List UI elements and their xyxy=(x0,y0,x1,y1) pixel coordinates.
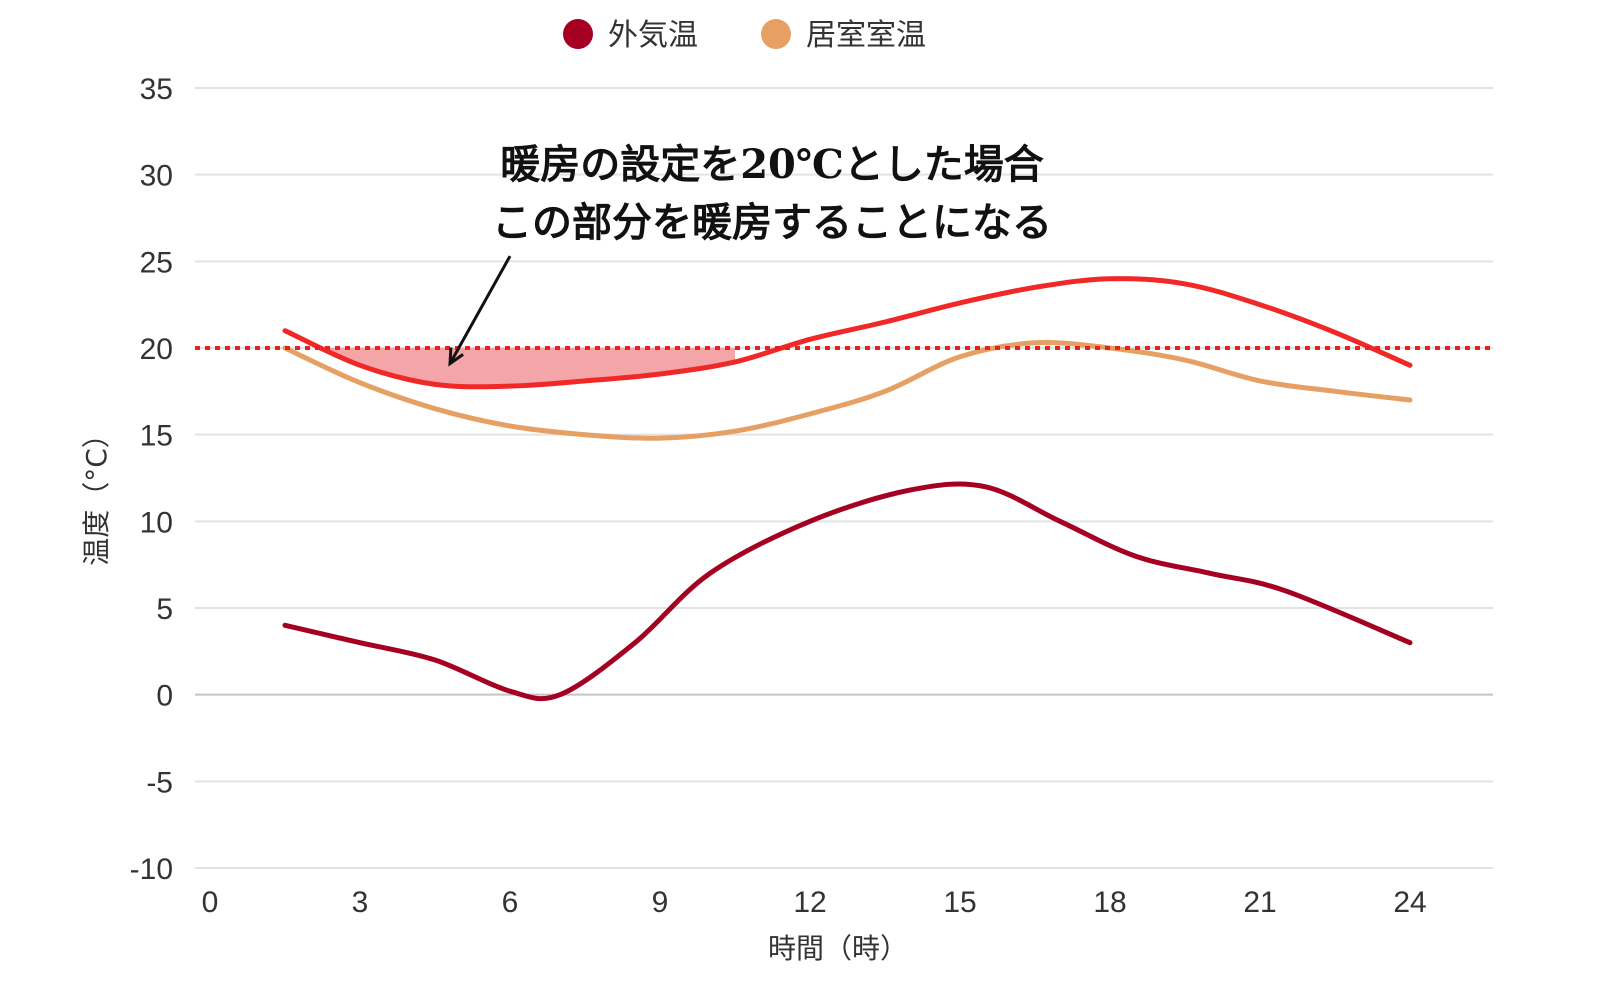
annotation-arrow-head xyxy=(448,347,464,367)
y-tick-label: 0 xyxy=(156,680,173,713)
x-axis-title: 時間（時） xyxy=(768,932,908,965)
y-tick-label: 10 xyxy=(140,506,173,539)
heating-shaded-area xyxy=(310,348,735,386)
annotation-line-2: この部分を暖房することになる xyxy=(492,199,1052,246)
annotation-line-1: 暖房の設定を20℃とした場合 xyxy=(500,141,1044,188)
y-tick-label: -5 xyxy=(146,766,173,799)
y-tick-labels: 35 30 25 20 15 10 5 0 -5 -10 xyxy=(130,73,173,886)
x-tick-label: 18 xyxy=(1093,886,1126,919)
y-tick-label: 35 xyxy=(140,73,173,106)
legend-label-0: 外気温 xyxy=(608,18,698,53)
y-tick-label: -10 xyxy=(130,853,173,886)
x-tick-label: 21 xyxy=(1243,886,1276,919)
series-line-0 xyxy=(282,481,1413,702)
y-tick-label: 5 xyxy=(156,593,173,626)
legend-marker-1 xyxy=(761,19,791,49)
legend-marker-0 xyxy=(563,19,593,49)
y-axis-title: 温度（°C） xyxy=(80,420,113,566)
annotation-arrow xyxy=(448,255,512,365)
x-tick-label: 9 xyxy=(652,886,669,919)
annotation: 暖房の設定を20℃とした場合 この部分を暖房することになる xyxy=(448,141,1052,367)
x-tick-label: 3 xyxy=(352,886,369,919)
y-tick-label: 20 xyxy=(140,333,173,366)
x-tick-label: 24 xyxy=(1393,886,1426,919)
series-line-2 xyxy=(282,276,1413,390)
legend: 外気温 居室室温 xyxy=(563,18,926,53)
y-tick-label: 30 xyxy=(140,160,173,193)
x-tick-label: 6 xyxy=(502,886,519,919)
series-lines xyxy=(282,276,1413,702)
x-tick-label: 0 xyxy=(202,886,219,919)
legend-label-1: 居室室温 xyxy=(806,18,926,53)
y-tick-label: 25 xyxy=(140,246,173,279)
x-tick-labels: 0 3 6 9 12 15 18 21 24 xyxy=(202,886,1427,919)
series-line-1 xyxy=(282,340,1413,441)
x-tick-label: 12 xyxy=(793,886,826,919)
y-tick-label: 15 xyxy=(140,420,173,453)
x-tick-label: 15 xyxy=(943,886,976,919)
